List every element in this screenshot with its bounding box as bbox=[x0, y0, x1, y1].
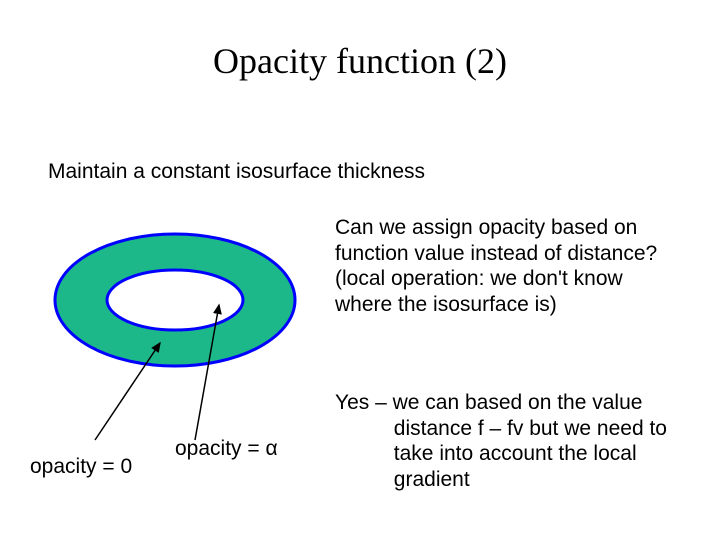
opacity-alpha-label: opacity = α bbox=[175, 437, 278, 461]
isosurface-diagram bbox=[45, 225, 305, 460]
subtitle-text: Maintain a constant isosurface thickness bbox=[48, 160, 425, 184]
inner-ellipse bbox=[107, 270, 243, 330]
page-title: Opacity function (2) bbox=[0, 40, 720, 82]
answer-paragraph: Yes – we can based on the value distance… bbox=[335, 390, 695, 492]
opacity-zero-label: opacity = 0 bbox=[30, 455, 132, 479]
diagram-svg bbox=[45, 225, 305, 455]
question-paragraph: Can we assign opacity based on function … bbox=[335, 215, 685, 317]
